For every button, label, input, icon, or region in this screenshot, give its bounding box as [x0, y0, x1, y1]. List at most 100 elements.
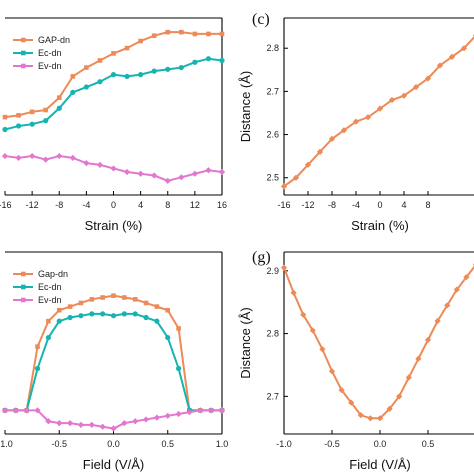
- legend-marker: [21, 297, 26, 303]
- data-point: [43, 118, 49, 124]
- data-point: [219, 31, 225, 37]
- data-point: [16, 113, 21, 118]
- x-axis-label: Field (V/Å): [349, 457, 410, 472]
- data-point: [328, 368, 336, 375]
- data-point: [319, 346, 326, 353]
- legend-label: Ec-dn: [38, 282, 62, 292]
- data-point: [137, 170, 144, 177]
- data-point: [218, 168, 226, 176]
- x-tick-label: 12: [190, 200, 200, 210]
- data-point: [415, 355, 422, 362]
- y-tick-label: 2.6: [266, 130, 279, 140]
- x-tick-label: 1.0: [216, 439, 229, 449]
- data-point: [56, 105, 62, 111]
- x-tick-label: -4: [82, 200, 90, 210]
- data-point: [83, 160, 90, 167]
- data-point: [219, 57, 225, 64]
- data-point: [405, 374, 412, 381]
- y-tick-label: 2.7: [266, 86, 279, 96]
- series-line-series-0: [283, 265, 474, 420]
- data-point: [132, 311, 138, 317]
- x-tick-label: 8: [165, 200, 170, 210]
- data-point: [348, 399, 355, 406]
- data-point: [138, 38, 143, 44]
- data-point: [29, 152, 36, 160]
- legend-marker: [21, 50, 26, 56]
- x-tick-label: -12: [301, 200, 314, 210]
- x-tick-label: 8: [425, 200, 430, 210]
- data-point: [176, 365, 182, 372]
- x-tick-label: -0.5: [324, 439, 340, 449]
- x-tick-label: 0: [111, 200, 116, 210]
- legend-label: GAP-dn: [38, 35, 70, 45]
- data-point: [153, 414, 161, 421]
- data-point: [151, 68, 157, 74]
- data-point: [300, 311, 307, 318]
- data-point: [143, 300, 149, 306]
- data-point: [78, 313, 84, 319]
- data-point: [138, 72, 144, 78]
- charts-group: -16 -12 -8 -4 0 4 8 12 16 Strain (%) GAP-dn Ec-dn Ev…: [0, 17, 474, 472]
- data-point: [88, 421, 95, 429]
- data-point: [280, 264, 288, 271]
- data-point: [15, 123, 22, 129]
- data-point: [110, 313, 117, 319]
- legend-marker: [21, 271, 26, 277]
- data-point: [97, 58, 103, 63]
- data-point: [132, 418, 139, 425]
- x-tick-label: -1.0: [276, 439, 292, 449]
- data-point: [67, 314, 73, 321]
- data-point: [192, 59, 198, 65]
- data-point: [56, 95, 62, 100]
- x-axis-label: Strain (%): [85, 218, 143, 233]
- data-point: [121, 311, 127, 317]
- x-axis-label: Strain (%): [351, 218, 409, 233]
- x-axis-label: Field (V/Å): [83, 457, 144, 472]
- data-point: [164, 177, 171, 184]
- data-point: [84, 65, 89, 70]
- data-point: [151, 33, 157, 38]
- data-point: [434, 317, 441, 325]
- chart-top-left: -16 -12 -8 -4 0 4 8 12 16 Strain (%) GAP-dn Ec-dn Ev…: [0, 17, 227, 233]
- legend-marker: [21, 37, 26, 43]
- data-point: [34, 365, 41, 372]
- y-axis-label: Distance (Å): [238, 307, 253, 379]
- data-point: [142, 416, 150, 423]
- data-point: [132, 297, 138, 302]
- data-point: [83, 84, 89, 90]
- data-point: [123, 168, 131, 176]
- data-point: [77, 421, 85, 429]
- data-point: [96, 161, 104, 169]
- data-point: [178, 64, 184, 71]
- legend-label: Ec-dn: [38, 48, 62, 58]
- data-point: [165, 29, 171, 35]
- data-point: [35, 344, 40, 349]
- data-point: [69, 154, 76, 161]
- data-point: [424, 336, 432, 343]
- data-point: [70, 74, 76, 79]
- data-point: [99, 423, 106, 430]
- y-tick-label: 2.5: [266, 173, 279, 183]
- chart-bottom-right: -1.0 -0.5 0.0 0.5 2.7 2.8 2.9 Field (V/Å) Distan…: [238, 251, 474, 472]
- series-line-Gap-dn: [5, 294, 222, 412]
- data-point: [178, 174, 185, 181]
- x-tick-label: 4: [401, 200, 406, 210]
- y-axis-label: Distance (Å): [238, 71, 253, 143]
- data-point: [2, 114, 8, 120]
- data-point: [205, 56, 212, 62]
- x-tick-label: -8: [328, 200, 336, 210]
- data-point: [111, 51, 116, 56]
- data-point: [66, 419, 74, 427]
- chart-top-right: -16 -12 -8 -4 0 4 8 2.5 2.6 2.7 2.8 Strain (%) Dista…: [238, 17, 474, 233]
- data-point: [111, 293, 116, 298]
- x-tick-label: -16: [0, 200, 12, 210]
- panel-label-c: (c): [252, 11, 270, 28]
- data-point: [2, 126, 8, 133]
- data-point: [205, 167, 212, 174]
- data-point: [436, 62, 444, 69]
- data-point: [463, 273, 470, 281]
- data-point: [396, 393, 403, 400]
- data-point: [78, 300, 84, 306]
- data-point: [357, 412, 364, 419]
- y-tick-label: 2.8: [266, 43, 279, 53]
